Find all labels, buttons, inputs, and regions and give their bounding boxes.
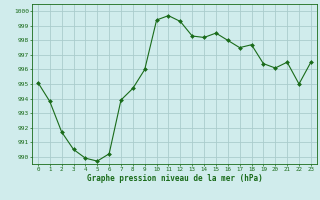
- X-axis label: Graphe pression niveau de la mer (hPa): Graphe pression niveau de la mer (hPa): [86, 174, 262, 183]
